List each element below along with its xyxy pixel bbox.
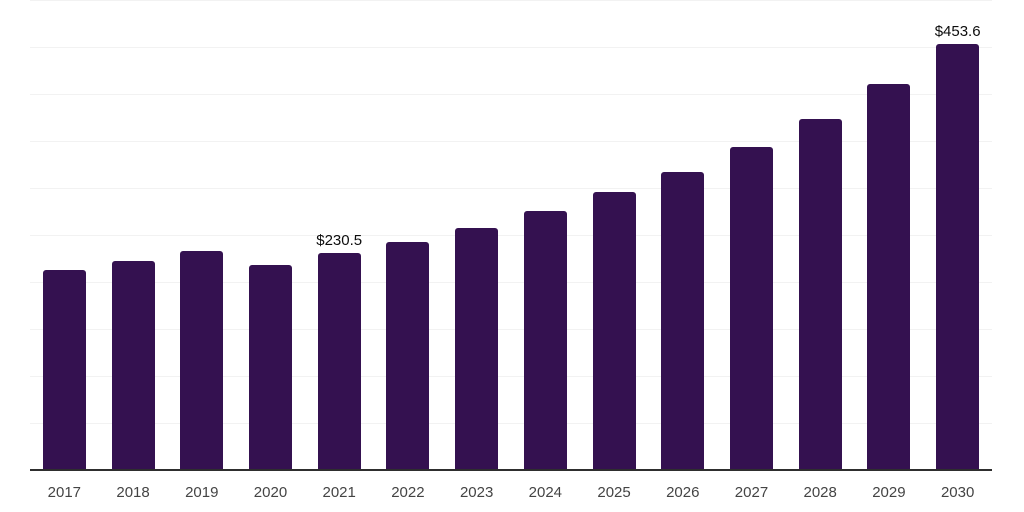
- x-tick-label-2025: 2025: [597, 484, 631, 501]
- bar-2029[interactable]: [867, 84, 911, 470]
- gridline-200: [30, 282, 992, 283]
- x-axis-line: [30, 469, 992, 471]
- x-tick-label-2028: 2028: [803, 484, 837, 501]
- x-tick-label-2030: 2030: [940, 484, 975, 501]
- bar-2022[interactable]: [386, 241, 430, 470]
- gridline-250: [30, 235, 992, 236]
- gridline-350: [30, 141, 992, 142]
- gridline-400: [30, 94, 992, 95]
- x-tick-label-2024: 2024: [528, 484, 563, 501]
- bar-2026[interactable]: [661, 172, 705, 470]
- bar-2021[interactable]: [317, 253, 361, 470]
- x-tick-label-2022: 2022: [391, 484, 425, 501]
- x-tick-label-2018: 2018: [116, 484, 150, 501]
- x-tick-label-2023: 2023: [459, 484, 494, 501]
- x-tick-label-2026: 2026: [666, 484, 700, 501]
- gridline-450: [30, 47, 992, 48]
- x-tick-label-2027: 2027: [734, 484, 769, 501]
- bar-2027[interactable]: [730, 146, 773, 470]
- gridline-150: [30, 329, 992, 330]
- bar-2023[interactable]: [455, 228, 499, 470]
- value-label-2030: $453.6: [934, 22, 981, 40]
- value-label-2021: $230.5: [316, 232, 363, 250]
- x-tick-label-2021: 2021: [322, 484, 356, 501]
- x-tick-label-2020: 2020: [253, 484, 288, 501]
- plot-area: $230.5 $453.6: [30, 0, 992, 471]
- gridline-50: [30, 423, 992, 424]
- bar-2030[interactable]: [936, 43, 980, 470]
- bar-2017[interactable]: [42, 269, 86, 470]
- gridline-300: [30, 188, 992, 189]
- gridline-100: [30, 376, 992, 377]
- bar-2028[interactable]: [798, 118, 842, 470]
- bar-2024[interactable]: [523, 211, 567, 470]
- gridline-500: [30, 0, 992, 1]
- bar-2025[interactable]: [592, 192, 636, 470]
- bar-2018[interactable]: [111, 260, 155, 470]
- x-tick-label-2029: 2029: [872, 484, 906, 501]
- bar-2020[interactable]: [249, 265, 292, 470]
- x-tick-label-2019: 2019: [185, 484, 219, 501]
- bar-2019[interactable]: [180, 250, 224, 470]
- x-tick-label-2017: 2017: [47, 484, 82, 501]
